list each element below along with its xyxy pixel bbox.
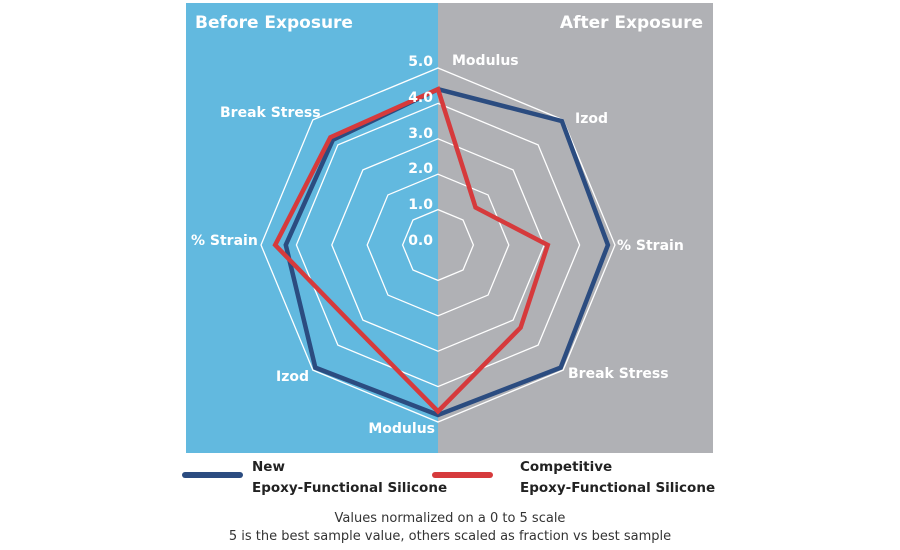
after-exposure-title: After Exposure <box>560 13 703 33</box>
grid-ring <box>401 208 475 282</box>
legend-label-new-line2: Epoxy-Functional Silicone <box>252 480 447 496</box>
axis-label-izod-before: Izod <box>276 369 309 385</box>
legend: New Epoxy-Functional Silicone Competitiv… <box>182 459 715 496</box>
legend-label-competitive-line2: Epoxy-Functional Silicone <box>520 480 715 496</box>
ring-label: 2.0 <box>408 161 433 177</box>
before-exposure-title: Before Exposure <box>195 13 353 33</box>
ring-label: 0.0 <box>408 233 433 249</box>
grid-ring <box>331 138 545 352</box>
ring-label: 4.0 <box>408 90 433 106</box>
grid-ring <box>366 173 510 317</box>
footnote-line2: 5 is the best sample value, others scale… <box>229 529 671 544</box>
before-exposure-panel <box>186 3 438 453</box>
legend-label-competitive-line1: Competitive <box>520 459 612 475</box>
footnote-line1: Values normalized on a 0 to 5 scale <box>335 511 566 526</box>
ring-label: 3.0 <box>408 126 433 142</box>
axis-label-strain-before: % Strain <box>191 233 258 249</box>
ring-label: 1.0 <box>408 197 433 213</box>
after-exposure-panel <box>438 3 713 453</box>
axis-label-break-stress-before: Break Stress <box>220 105 321 121</box>
ring-label: 5.0 <box>408 54 433 70</box>
grid-ring <box>260 67 616 423</box>
legend-label-new-line1: New <box>252 459 285 475</box>
axis-label-modulus-after: Modulus <box>452 53 519 69</box>
series-line-0 <box>283 86 611 418</box>
axis-label-break-stress-after: Break Stress <box>568 366 669 382</box>
series-line-1 <box>272 86 551 415</box>
axis-label-modulus-before: Modulus <box>368 421 435 437</box>
axis-label-strain-after: % Strain <box>617 238 684 254</box>
axis-label-izod-after: Izod <box>575 111 608 127</box>
grid-ring <box>295 102 581 388</box>
